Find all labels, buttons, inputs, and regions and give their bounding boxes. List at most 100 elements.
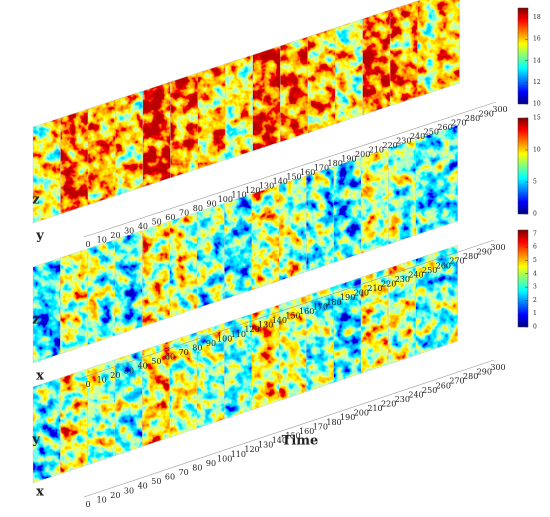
colorbar-tick-label: 10: [533, 147, 541, 154]
time-tick-label: 50: [151, 357, 161, 366]
time-tick-label: 90: [206, 459, 216, 468]
time-tick-label: 20: [110, 491, 120, 500]
time-tick-label: 180: [326, 418, 341, 427]
field-slice: [415, 245, 458, 356]
time-tick-label: 170: [313, 422, 328, 431]
time-tick-label: 160: [299, 427, 314, 436]
field-slice: [417, 0, 460, 97]
time-tick-label: 210: [367, 284, 382, 293]
time-tick-label: 170: [313, 302, 328, 311]
time-tick-label: 220: [381, 280, 396, 289]
colorbar-tick-label: 12: [533, 79, 541, 86]
time-tick-label: 70: [179, 209, 189, 218]
time-tick-label: 170: [314, 164, 329, 173]
time-tick-label: 250: [422, 386, 437, 395]
time-tick-label: 140: [272, 436, 287, 445]
colorbar-tick-label: 16: [533, 36, 541, 43]
time-tick-label: 10: [97, 495, 107, 504]
time-tick-label: 0: [85, 380, 90, 389]
time-tick-label: 70: [179, 348, 189, 357]
time-tick-label: 230: [396, 137, 411, 146]
time-tick-label: 200: [355, 150, 370, 159]
time-tick-label: 160: [299, 307, 314, 316]
time-tick-label: 200: [354, 289, 369, 298]
time-tick-label: 260: [437, 123, 452, 132]
time-tick-label: 30: [124, 366, 134, 375]
slice-frame: [417, 0, 460, 98]
time-tick-label: 260: [436, 261, 451, 270]
time-tick-label: 110: [231, 191, 246, 200]
time-axis: [83, 101, 497, 238]
time-tick-label: 200: [354, 409, 369, 418]
time-tick-label: 180: [326, 298, 341, 307]
time-tick-label: 230: [395, 275, 410, 284]
colorbar-tick-label: 18: [533, 14, 541, 21]
slice-frame: [415, 124, 458, 236]
time-tick-label: 10: [97, 236, 107, 245]
time-tick-label: 220: [382, 141, 397, 150]
colorbar-tick-label: 0: [533, 211, 537, 218]
axis-label: x: [36, 485, 44, 500]
time-tick-label: 50: [151, 477, 161, 486]
time-tick-label: 30: [124, 486, 134, 495]
time-tick-label: 60: [165, 353, 175, 362]
time-tick-label: 190: [341, 155, 356, 164]
time-label: Time: [282, 434, 319, 449]
time-tick-label: 270: [449, 257, 464, 266]
time-tick-label: 150: [286, 173, 301, 182]
time-tick-label: 40: [138, 362, 148, 371]
time-tick-label: 100: [217, 334, 232, 343]
time-tick-label: 300: [490, 363, 505, 372]
time-tick-label: 140: [273, 177, 288, 186]
time-tick-label: 160: [300, 168, 315, 177]
time-tick-label: 150: [285, 432, 300, 441]
time-tick-label: 50: [152, 218, 162, 227]
time-tick-label: 150: [285, 312, 300, 321]
time-tick-label: 120: [244, 325, 259, 334]
colorbar-tick-label: 5: [533, 179, 537, 186]
time-tick-label: 280: [465, 114, 480, 123]
time-tick-label: 90: [206, 339, 216, 348]
time-tick-label: 280: [463, 372, 478, 381]
time-tick-label: 0: [85, 240, 90, 249]
colorbar-tick-label: 5: [533, 257, 537, 264]
time-tick-label: 240: [410, 132, 425, 141]
time-tick-label: 210: [367, 404, 382, 413]
time-tick-label: 180: [328, 159, 343, 168]
time-tick-label: 30: [124, 227, 134, 236]
slice-frame: [415, 244, 458, 356]
time-tick-label: 20: [110, 231, 120, 240]
time-tick-label: 130: [258, 441, 273, 450]
time-tick-label: 70: [179, 468, 189, 477]
time-tick-label: 100: [218, 195, 233, 204]
time-tick-label: 40: [138, 222, 148, 231]
axis-label: y: [35, 229, 44, 244]
time-tick-label: 290: [477, 248, 492, 257]
time-tick-label: 240: [408, 390, 423, 399]
colorbar: [517, 7, 529, 105]
time-tick-label: 140: [272, 316, 287, 325]
colorbar: [517, 229, 529, 328]
time-tick-label: 250: [424, 128, 439, 137]
time-tick-label: 0: [85, 500, 90, 509]
time-tick-label: 290: [479, 110, 494, 119]
colorbar-tick-label: 0: [533, 324, 537, 331]
colorbar-tick-label: 15: [533, 115, 541, 122]
time-tick-label: 120: [244, 445, 259, 454]
time-tick-label: 260: [436, 381, 451, 390]
time-tick-label: 80: [192, 463, 202, 472]
time-tick-label: 300: [492, 105, 507, 114]
time-tick-label: 230: [395, 395, 410, 404]
time-tick-label: 270: [449, 377, 464, 386]
time-tick-label: 100: [217, 454, 232, 463]
time-tick-label: 190: [340, 293, 355, 302]
colorbar-tick-label: 1: [533, 310, 537, 317]
time-tick-label: 300: [490, 243, 505, 252]
colorbar-tick-label: 2: [533, 297, 537, 304]
time-tick-label: 290: [477, 368, 492, 377]
time-tick-label: 130: [258, 321, 273, 330]
axis-label: x: [36, 369, 44, 384]
time-tick-label: 210: [369, 146, 384, 155]
time-tick-label: 90: [207, 200, 217, 209]
